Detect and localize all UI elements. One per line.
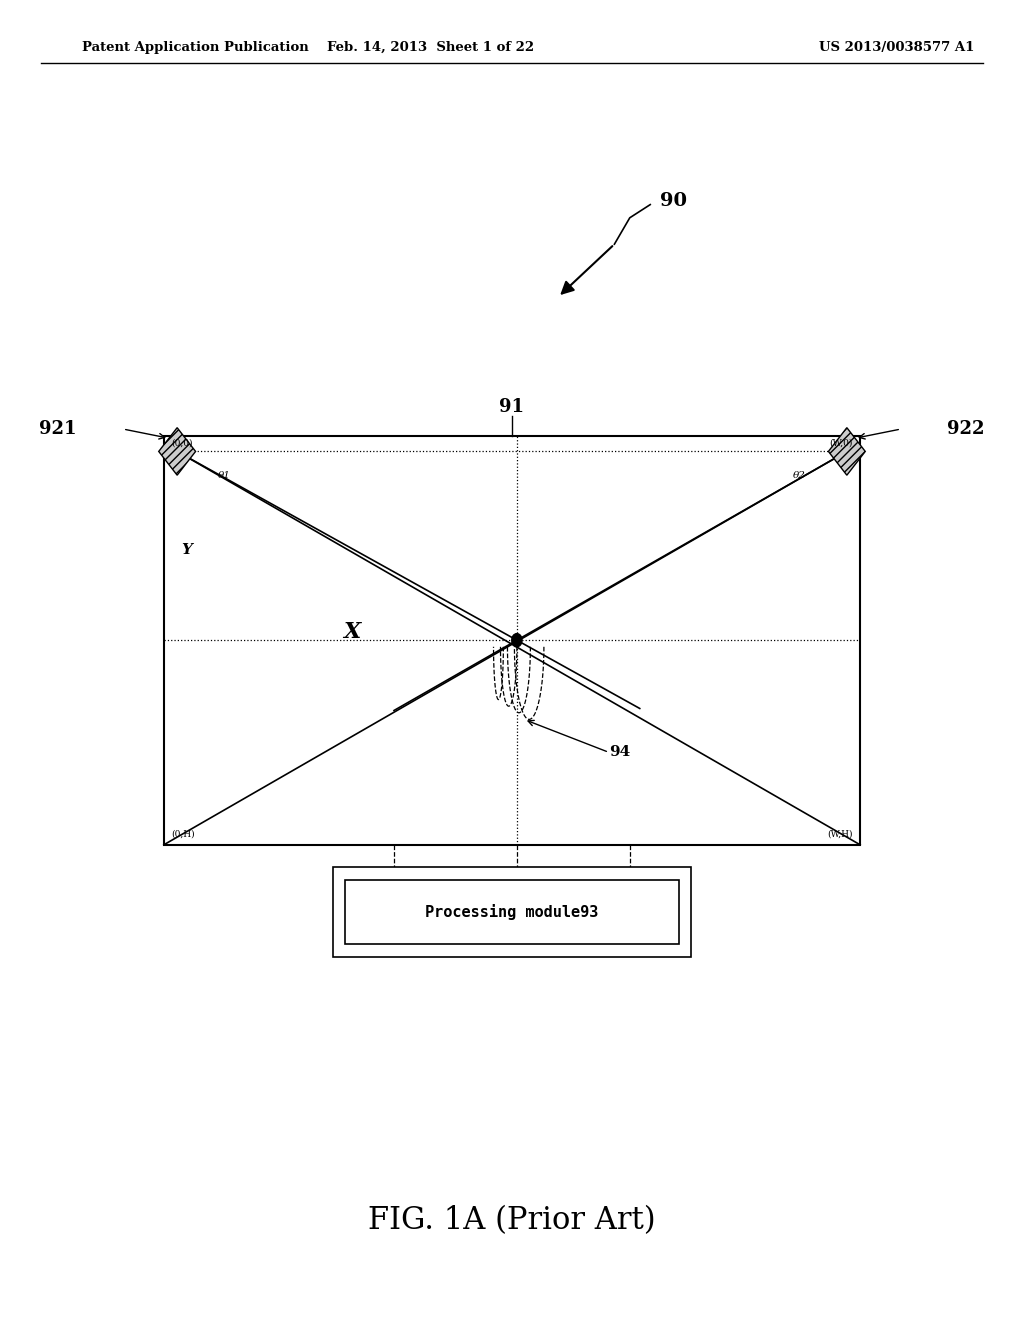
Text: Feb. 14, 2013  Sheet 1 of 22: Feb. 14, 2013 Sheet 1 of 22 (327, 41, 534, 54)
Text: 91: 91 (500, 397, 524, 416)
Text: 90: 90 (660, 191, 687, 210)
Text: 921: 921 (39, 420, 77, 438)
Text: (W,H): (W,H) (827, 829, 853, 838)
Text: Patent Application Publication: Patent Application Publication (82, 41, 308, 54)
Circle shape (512, 634, 522, 647)
Bar (164, 436, 860, 845)
Text: (0,0): (0,0) (171, 438, 193, 447)
Text: (0,H): (0,H) (171, 829, 195, 838)
Polygon shape (159, 428, 196, 475)
Text: US 2013/0038577 A1: US 2013/0038577 A1 (819, 41, 975, 54)
Bar (333, 867, 691, 957)
Text: θ1: θ1 (218, 471, 231, 479)
Bar (345, 880, 679, 944)
Text: θ2: θ2 (793, 471, 806, 479)
Text: (W,0): (W,0) (829, 438, 853, 447)
Text: X: X (343, 620, 360, 643)
Text: Processing module93: Processing module93 (425, 904, 599, 920)
Polygon shape (828, 428, 865, 475)
Text: FIG. 1A (Prior Art): FIG. 1A (Prior Art) (369, 1205, 655, 1237)
Text: 922: 922 (947, 420, 985, 438)
Text: Y: Y (181, 543, 191, 557)
Text: 94: 94 (609, 746, 631, 759)
